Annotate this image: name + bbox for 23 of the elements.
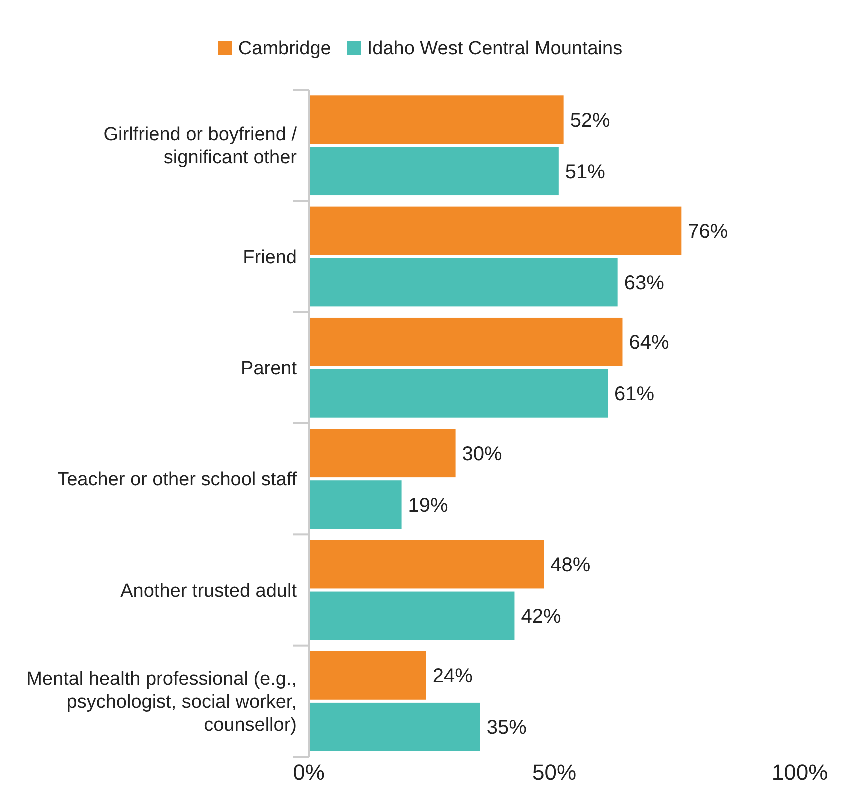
y-tick-label: Parent — [241, 358, 298, 380]
data-label: 64% — [629, 332, 670, 354]
data-label: 61% — [614, 384, 655, 406]
data-label: 76% — [688, 221, 728, 244]
data-label: 42% — [521, 606, 562, 628]
x-tick-label: 50% — [532, 760, 577, 785]
x-tick-label: 100% — [772, 760, 828, 785]
data-label: 35% — [486, 717, 528, 740]
y-tick-label: Girlfriend or boyfriend / significant other — [104, 124, 298, 169]
y-tick-label: Another trusted adult — [120, 580, 298, 602]
y-tick-label: Friend — [243, 247, 297, 268]
x-tick-label: 0% — [293, 760, 325, 785]
data-label: 52% — [570, 110, 611, 132]
y-tick-label: Teacher or other school staff — [58, 470, 298, 491]
data-label: 30% — [462, 443, 503, 466]
y-tick-label: Mental health professional (e.g., psychologist, social worker, counsellor) — [26, 669, 297, 736]
data-label: 51% — [565, 161, 606, 184]
data-label: 63% — [624, 272, 665, 294]
legend-label: Idaho West Central Mountains — [367, 38, 623, 60]
data-label: 48% — [550, 554, 591, 577]
data-label: 19% — [408, 494, 449, 517]
legend-label: Cambridge — [238, 38, 332, 60]
data-label: 24% — [432, 666, 474, 688]
